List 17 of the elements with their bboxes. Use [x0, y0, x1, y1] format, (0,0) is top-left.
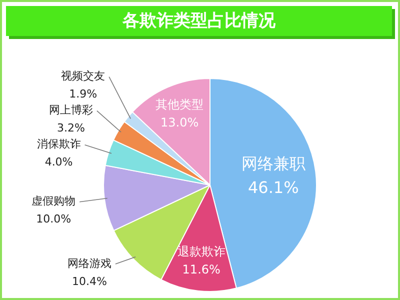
data-label: 10.0% — [36, 212, 72, 226]
data-label: 1.9% — [69, 88, 98, 101]
slice-label: 网上博彩 — [48, 104, 93, 117]
slice-label: 网络兼职 — [241, 154, 306, 174]
data-label: 3.2% — [56, 122, 85, 135]
data-label: 10.4% — [72, 274, 107, 288]
chart-title: 各欺诈类型占比情况 — [6, 6, 392, 36]
slice-label: 其他类型 — [156, 98, 204, 112]
slice-label: 视频交友 — [61, 70, 106, 83]
data-label: 4.0% — [44, 156, 73, 169]
data-label: 13.0% — [160, 116, 199, 130]
data-label: 46.1% — [248, 178, 299, 198]
slice-label: 网络游戏 — [67, 256, 112, 270]
slice-label: 虚假购物 — [32, 194, 76, 208]
slice-label: 消保欺诈 — [36, 138, 81, 151]
slice-label: 退款欺诈 — [177, 244, 226, 258]
data-label: 11.6% — [182, 262, 220, 276]
